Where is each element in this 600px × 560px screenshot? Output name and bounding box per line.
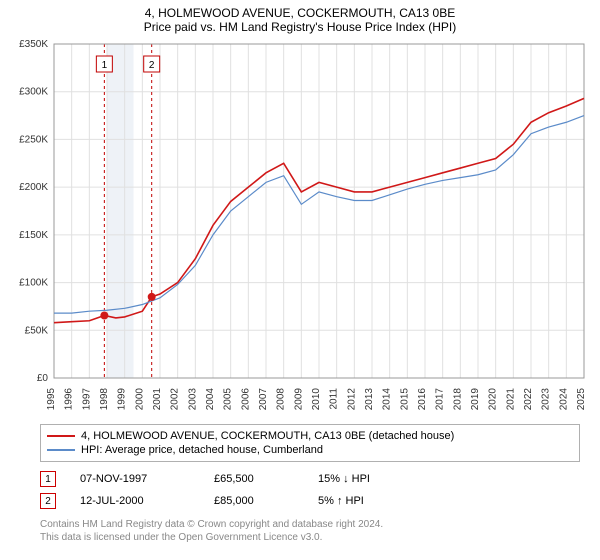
svg-text:2007: 2007 xyxy=(258,388,269,411)
transaction-delta: 15% ↓ HPI xyxy=(318,473,370,485)
legend: 4, HOLMEWOOD AVENUE, COCKERMOUTH, CA13 0… xyxy=(40,424,580,462)
svg-text:2005: 2005 xyxy=(223,388,234,411)
svg-text:2: 2 xyxy=(149,60,155,71)
svg-text:2015: 2015 xyxy=(399,388,410,411)
chart-subtitle: Price paid vs. HM Land Registry's House … xyxy=(0,20,600,34)
footer: Contains HM Land Registry data © Crown c… xyxy=(40,518,580,544)
svg-text:2021: 2021 xyxy=(505,388,516,411)
svg-text:2024: 2024 xyxy=(558,388,569,411)
footer-line1: Contains HM Land Registry data © Crown c… xyxy=(40,518,580,531)
title-area: 4, HOLMEWOOD AVENUE, COCKERMOUTH, CA13 0… xyxy=(0,0,600,34)
legend-swatch xyxy=(47,449,75,451)
legend-label: HPI: Average price, detached house, Cumb… xyxy=(81,444,323,456)
svg-text:2009: 2009 xyxy=(293,388,304,411)
svg-text:2012: 2012 xyxy=(346,388,357,411)
svg-text:2001: 2001 xyxy=(152,388,163,411)
transaction-date: 12-JUL-2000 xyxy=(80,495,190,507)
svg-text:2006: 2006 xyxy=(240,388,251,411)
legend-row: HPI: Average price, detached house, Cumb… xyxy=(47,443,573,457)
svg-text:1996: 1996 xyxy=(64,388,75,411)
transaction-price: £85,000 xyxy=(214,495,294,507)
transaction-date: 07-NOV-1997 xyxy=(80,473,190,485)
chart-title: 4, HOLMEWOOD AVENUE, COCKERMOUTH, CA13 0… xyxy=(0,6,600,20)
svg-text:2017: 2017 xyxy=(435,388,446,411)
svg-text:2010: 2010 xyxy=(311,388,322,411)
svg-text:1998: 1998 xyxy=(99,388,110,411)
legend-swatch xyxy=(47,435,75,437)
svg-text:2011: 2011 xyxy=(329,388,340,410)
chart-svg: £0 £50K £100K £150K £200K £250K £300K £350K 1995… xyxy=(10,38,590,418)
svg-text:£150K: £150K xyxy=(19,230,48,241)
svg-text:2000: 2000 xyxy=(134,388,145,411)
transaction-row: 1 07-NOV-1997 £65,500 15% ↓ HPI xyxy=(40,468,580,490)
svg-text:£100K: £100K xyxy=(19,278,48,289)
legend-row: 4, HOLMEWOOD AVENUE, COCKERMOUTH, CA13 0… xyxy=(47,429,573,443)
svg-text:2003: 2003 xyxy=(187,388,198,411)
svg-text:1999: 1999 xyxy=(117,388,128,411)
legend-label: 4, HOLMEWOOD AVENUE, COCKERMOUTH, CA13 0… xyxy=(81,430,454,442)
svg-text:2023: 2023 xyxy=(541,388,552,411)
svg-text:1997: 1997 xyxy=(81,388,92,411)
svg-text:£0: £0 xyxy=(37,373,49,384)
svg-text:2016: 2016 xyxy=(417,388,428,411)
chart-plot: £0 £50K £100K £150K £200K £250K £300K £350K 1995… xyxy=(10,38,590,418)
svg-text:£250K: £250K xyxy=(19,134,48,145)
svg-text:2008: 2008 xyxy=(276,388,287,411)
transaction-index: 2 xyxy=(40,493,56,509)
svg-text:£50K: £50K xyxy=(25,325,49,336)
svg-text:£300K: £300K xyxy=(19,87,48,98)
svg-text:2020: 2020 xyxy=(488,388,499,411)
svg-text:2013: 2013 xyxy=(364,388,375,411)
svg-text:1995: 1995 xyxy=(46,388,57,411)
svg-text:2018: 2018 xyxy=(452,388,463,411)
chart-container: 4, HOLMEWOOD AVENUE, COCKERMOUTH, CA13 0… xyxy=(0,0,600,560)
svg-text:2002: 2002 xyxy=(170,388,181,411)
svg-text:2004: 2004 xyxy=(205,388,216,411)
transaction-index: 1 xyxy=(40,471,56,487)
transaction-price: £65,500 xyxy=(214,473,294,485)
transactions-table: 1 07-NOV-1997 £65,500 15% ↓ HPI 2 12-JUL-2000… xyxy=(40,468,580,512)
transaction-delta: 5% ↑ HPI xyxy=(318,495,364,507)
svg-text:£200K: £200K xyxy=(19,182,48,193)
svg-text:2014: 2014 xyxy=(382,388,393,411)
svg-text:2019: 2019 xyxy=(470,388,481,411)
transaction-row: 2 12-JUL-2000 £85,000 5% ↑ HPI xyxy=(40,490,580,512)
svg-text:1: 1 xyxy=(102,60,108,71)
svg-text:£350K: £350K xyxy=(19,39,48,50)
footer-line2: This data is licensed under the Open Gov… xyxy=(40,531,580,544)
svg-text:2022: 2022 xyxy=(523,388,534,411)
svg-text:2025: 2025 xyxy=(576,388,587,411)
